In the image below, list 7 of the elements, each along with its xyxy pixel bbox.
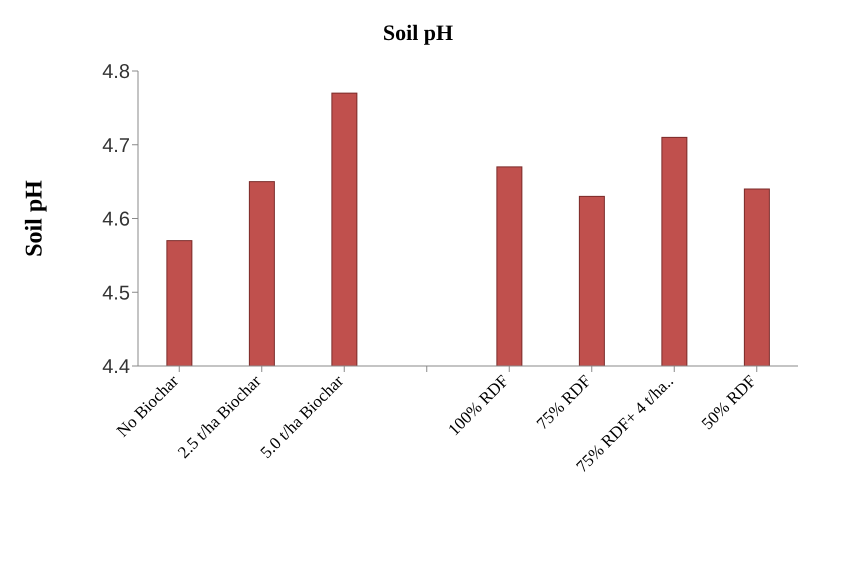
chart-title: Soil pH [382,20,454,46]
y-tick-label: 4.7 [102,134,130,157]
y-tick-label: 4.4 [102,356,130,378]
y-axis-title: Soil pH [22,180,48,257]
y-tick-label: 4.5 [102,282,130,304]
y-tick-label: 4.8 [102,61,130,84]
y-tick-label: 4.6 [102,208,130,231]
